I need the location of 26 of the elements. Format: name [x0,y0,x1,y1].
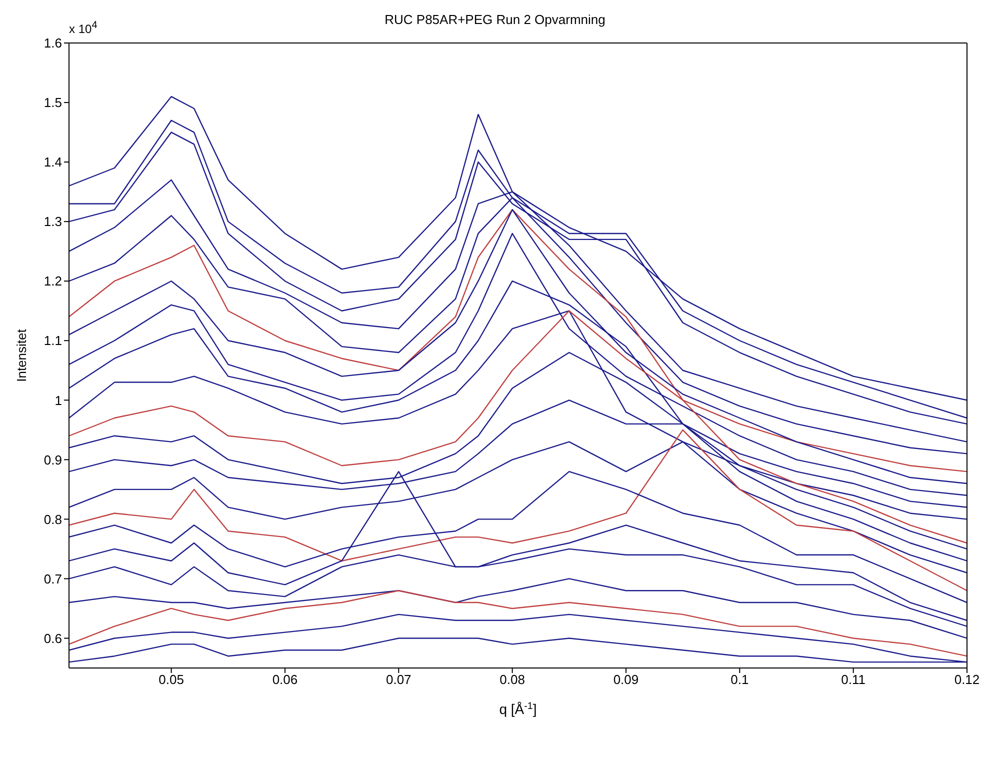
x-axis-title: q [Å$^{-1}$] [499,700,537,717]
x-tick-label: 0.1 [730,672,749,688]
x-tick-label: 0.08 [500,672,525,688]
y-tick-label: 0.8 [44,512,62,527]
x-tick-label: 0.12 [954,672,980,688]
line-series [69,578,967,639]
x-tick-label: 0.05 [158,672,184,688]
line-series [69,590,967,657]
y-tick-label: 0.6 [44,630,62,646]
y-tick-label: 1.4 [44,154,62,170]
x-tick-label: 0.11 [841,672,866,688]
y-tick-label: 1.3 [44,214,62,230]
y-tick-label: 0.7 [44,571,62,586]
line-series [69,429,967,592]
chart-title: RUC P85AR+PEG Run 2 Opvarmning [384,12,606,27]
x-tick-label: 0.09 [613,672,639,688]
y-tick-label: 1 [54,392,62,408]
y-tick-label: 1.5 [44,95,62,110]
x-tick-label: 0.06 [272,672,298,688]
y-tick-label: 0.9 [44,452,62,468]
text: x 10$^{4}$ [69,20,98,36]
y-tick-label: 1.6 [44,36,62,51]
x-tick-label: 0.07 [386,672,412,688]
y-tick-label: 1.1 [44,333,62,348]
y-axis-title: Intensitet [14,328,29,382]
y-tick-label: 1.2 [44,274,62,289]
